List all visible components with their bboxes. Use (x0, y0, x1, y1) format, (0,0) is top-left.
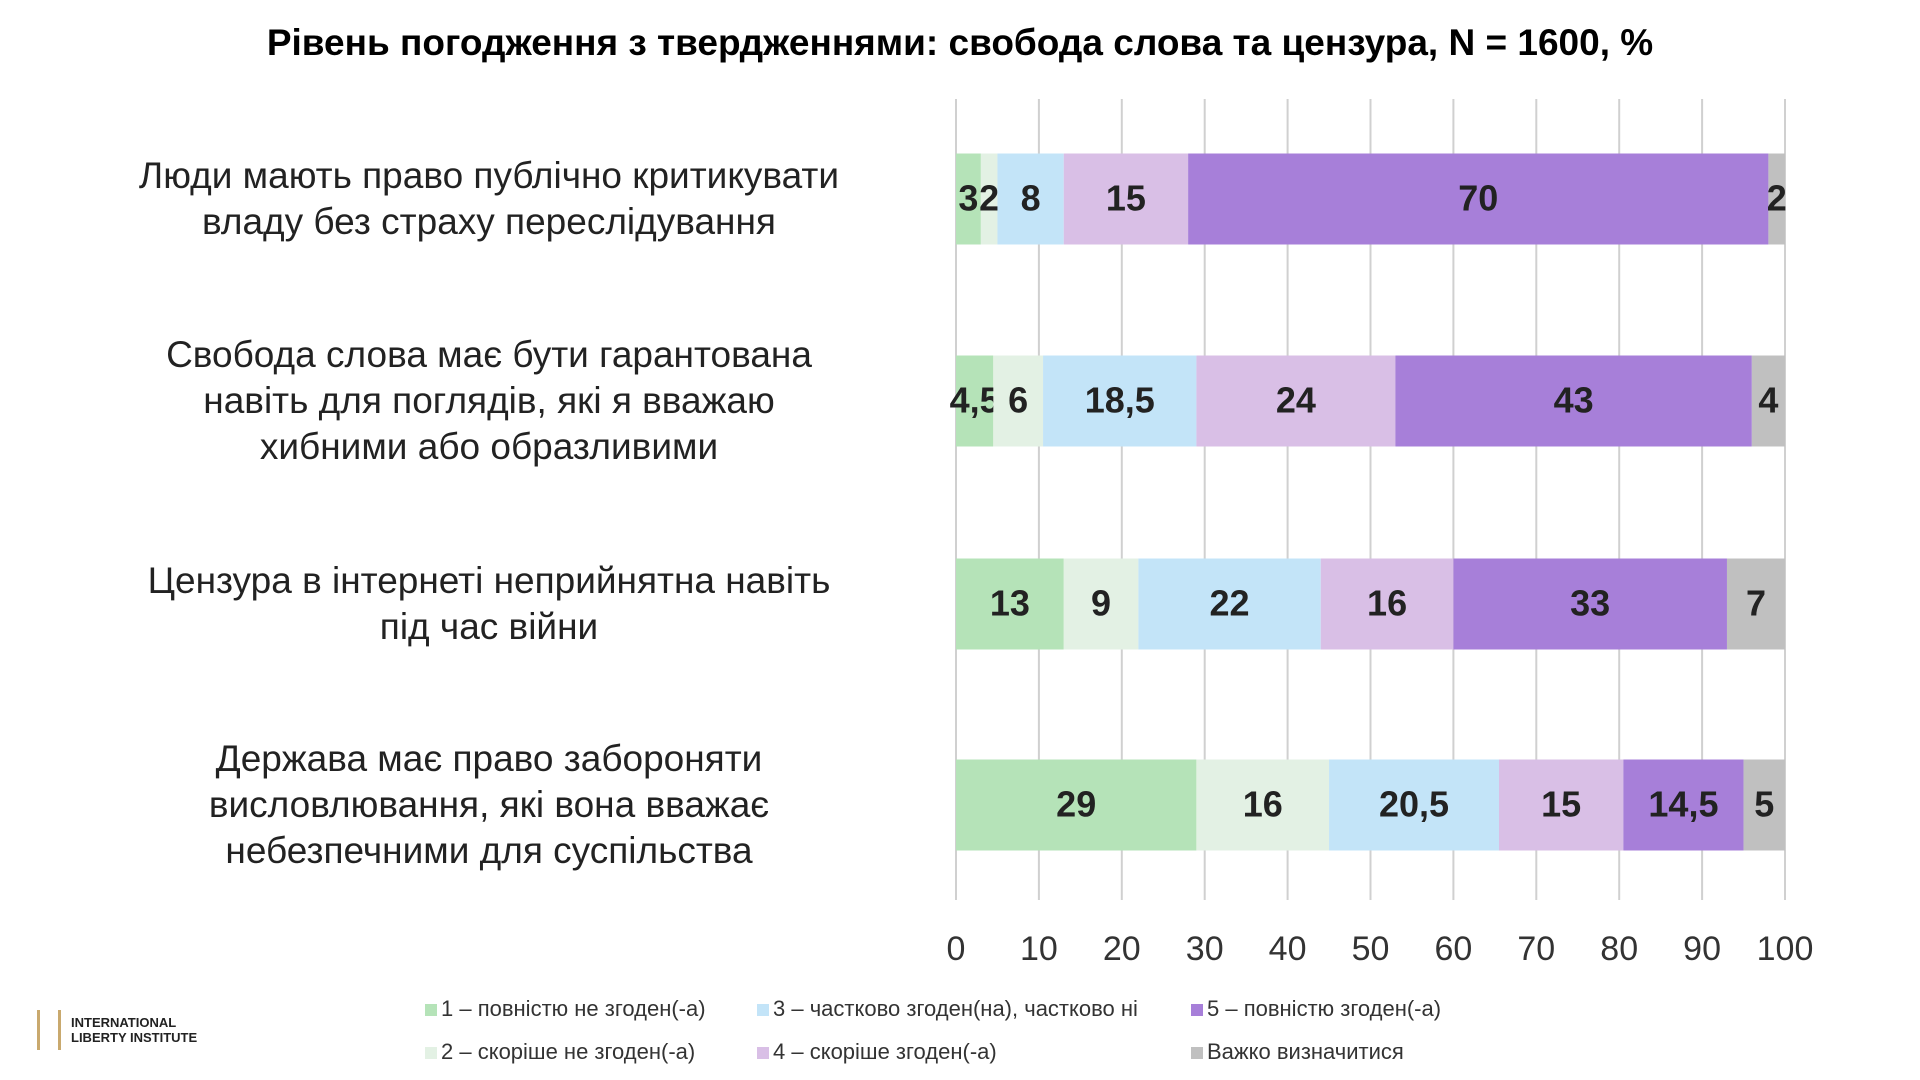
legend-label: 3 – частково згоден(на), частково ні (773, 996, 1138, 1021)
bar-segment (1320, 558, 1454, 650)
bar-segment (956, 759, 1197, 851)
bar-segment (1329, 759, 1499, 851)
x-tick-label: 0 (947, 930, 966, 968)
value-label: 7 (1746, 583, 1766, 624)
bar-segment (1196, 355, 1396, 447)
bar-segment (956, 355, 994, 447)
value-label: 8 (1021, 178, 1041, 219)
category-label: Люди мають право публічно критикувати вл… (138, 155, 840, 242)
x-tick-label: 20 (1103, 930, 1141, 968)
bar-segment (1743, 759, 1785, 851)
bar-segment (1768, 153, 1785, 245)
bar-segment (956, 153, 981, 245)
value-label: 70 (1458, 178, 1498, 219)
bar-segment (956, 558, 1064, 650)
x-tick-label: 30 (1186, 930, 1224, 968)
value-label: 29 (1056, 784, 1096, 825)
category-label: Цензура в інтернеті неприйнятна навіть п… (147, 560, 831, 647)
logo: INTERNATIONAL LIBERTY INSTITUTE (37, 1010, 197, 1050)
value-label: 15 (1106, 178, 1146, 219)
x-tick-label: 60 (1434, 930, 1472, 968)
bar-segment (1196, 759, 1330, 851)
value-label: 43 (1554, 380, 1594, 421)
x-tick-label: 90 (1683, 930, 1721, 968)
value-label: 2 (1767, 178, 1787, 219)
x-tick-label: 10 (1020, 930, 1058, 968)
x-tick-label: 70 (1517, 930, 1555, 968)
value-label: 4 (1758, 380, 1778, 421)
bar-segment (1043, 355, 1197, 447)
x-tick-label: 80 (1600, 930, 1638, 968)
logo-text: INTERNATIONAL LIBERTY INSTITUTE (71, 1015, 197, 1045)
value-label: 14,5 (1648, 784, 1718, 825)
bar-segment (997, 153, 1064, 245)
value-label: 33 (1570, 583, 1610, 624)
value-label: 18,5 (1085, 380, 1155, 421)
logo-line: INTERNATIONAL (71, 1015, 177, 1030)
value-label: 5 (1754, 784, 1774, 825)
bar-segment (1751, 355, 1785, 447)
x-tick-label: 100 (1757, 930, 1814, 968)
legend-swatch (425, 1004, 437, 1016)
legend-label: 1 – повністю не згоден(-а) (441, 996, 706, 1021)
bar-segment (980, 153, 998, 245)
bar-segment (1395, 355, 1752, 447)
value-label: 4,5 (950, 380, 1000, 421)
bar-segment (1063, 558, 1139, 650)
value-label: 13 (990, 583, 1030, 624)
logo-line: LIBERTY INSTITUTE (71, 1030, 198, 1045)
value-label: 16 (1243, 784, 1283, 825)
value-label: 6 (1008, 380, 1028, 421)
bar-segment (1623, 759, 1744, 851)
legend-swatch (757, 1004, 769, 1016)
logo-mark (37, 1010, 61, 1050)
bar-segment (1188, 153, 1769, 245)
category-label: Держава має право забороняти висловлюван… (208, 738, 770, 871)
legend-label: 2 – скоріше не згоден(-а) (441, 1039, 695, 1064)
bar-segment (1498, 759, 1624, 851)
legend-swatch (1191, 1047, 1203, 1059)
value-label: 3 (958, 178, 978, 219)
legend-swatch (425, 1047, 437, 1059)
value-label: 9 (1091, 583, 1111, 624)
legend-label: 4 – скоріше згоден(-а) (773, 1039, 997, 1064)
value-label: 20,5 (1379, 784, 1449, 825)
bar-segment (1063, 153, 1189, 245)
value-label: 24 (1276, 380, 1316, 421)
category-label: Свобода слова має бути гарантована навіт… (166, 334, 812, 467)
legend-label: 5 – повністю згоден(-а) (1207, 996, 1441, 1021)
value-label: 22 (1210, 583, 1250, 624)
legend-swatch (1191, 1004, 1203, 1016)
legend-label: Важко визначитися (1207, 1039, 1404, 1064)
chart-title: Рівень погодження з твердженнями: свобод… (267, 22, 1653, 63)
x-tick-label: 50 (1352, 930, 1390, 968)
bar-segment (1138, 558, 1321, 650)
value-label: 2 (979, 178, 999, 219)
x-tick-label: 40 (1269, 930, 1307, 968)
bar-segment (993, 355, 1044, 447)
value-label: 16 (1367, 583, 1407, 624)
bar-segment (1726, 558, 1785, 650)
bar-segment (1453, 558, 1727, 650)
legend-swatch (757, 1047, 769, 1059)
value-label: 15 (1541, 784, 1581, 825)
